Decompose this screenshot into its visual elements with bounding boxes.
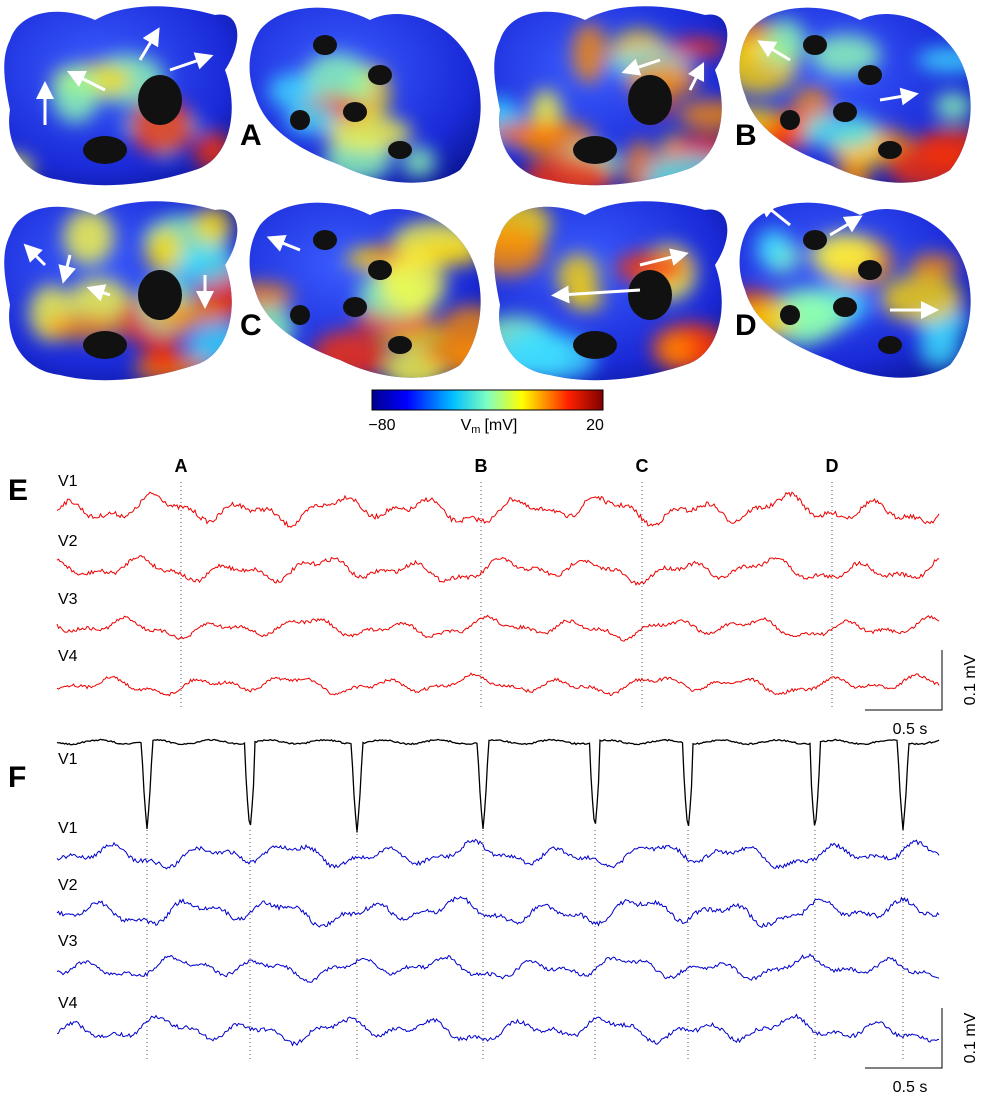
ecg-trace	[57, 615, 939, 641]
vessel-opening	[573, 331, 617, 359]
scale-time: 0.5 s	[893, 721, 928, 738]
vessel-opening	[878, 336, 902, 354]
ecg-trace	[57, 673, 939, 696]
map-blob	[572, 23, 607, 83]
colorbar-min: −80	[368, 417, 395, 434]
panel-label: A	[240, 119, 262, 152]
vessel-opening	[313, 35, 337, 55]
vessel-opening	[628, 270, 672, 320]
colorbar-title: Vm[mV]	[461, 417, 518, 436]
ecg-trace	[57, 897, 939, 928]
map-blob	[379, 254, 446, 313]
vessel-opening	[803, 35, 827, 55]
vessel-opening	[803, 230, 827, 250]
vessel-opening	[388, 141, 412, 159]
vessel-opening	[833, 102, 857, 122]
lead-label: V1	[58, 820, 78, 837]
map-blob	[312, 330, 389, 379]
lead-label: V1	[58, 473, 78, 490]
lead-label: V1	[58, 751, 78, 768]
heart-pair: C	[4, 201, 510, 390]
vessel-opening	[780, 305, 800, 325]
vessel-opening	[368, 65, 392, 85]
heart-pair: A	[0, 6, 481, 185]
lead-label: V2	[58, 877, 78, 894]
ecg-trace	[57, 839, 939, 869]
map-blob	[501, 325, 571, 378]
map-blob	[836, 161, 871, 198]
map-blob	[438, 306, 504, 358]
map-blob	[145, 229, 182, 274]
map-blob	[881, 275, 963, 322]
scale-amplitude: 0.1 mV	[962, 1012, 979, 1063]
map-blob	[910, 254, 958, 279]
vessel-opening	[368, 260, 392, 280]
heart-pair: B	[478, 6, 981, 204]
heart-maps: A B C D	[0, 6, 981, 397]
panel-label: B	[735, 119, 757, 152]
map-blob	[194, 207, 232, 243]
ecg-trace	[57, 954, 939, 982]
lead-label: V2	[58, 533, 78, 550]
scale-amplitude: 0.1 mV	[962, 654, 979, 705]
panel-label: D	[735, 309, 757, 342]
vessel-opening	[290, 305, 310, 325]
vessel-opening	[343, 297, 367, 317]
figure: A B C D −80 Vm[mV] 20 E F A B C D V1 V2 V3 V4 0.1 m…	[0, 0, 981, 1097]
ecg-trace	[57, 556, 939, 585]
ecg-trace	[57, 1015, 939, 1046]
vessel-opening	[628, 75, 672, 125]
map-blob	[470, 226, 545, 276]
vessel-opening	[573, 136, 617, 164]
vessel-opening	[138, 75, 182, 125]
map-blob	[667, 38, 726, 58]
panel-label: E	[8, 474, 28, 507]
vessel-opening	[780, 110, 800, 130]
panel-label: F	[8, 761, 26, 794]
vessel-opening	[83, 136, 127, 164]
event-marker: A	[175, 456, 188, 476]
lead-label: V3	[58, 591, 78, 608]
traces: A B C D V1 V2 V3 V4 0.1 mV 0.5 s V1 V1 V2 V3 V4 0.1 mV 0…	[57, 456, 979, 1096]
ecg-trace	[57, 492, 939, 527]
vessel-opening	[313, 230, 337, 250]
vessel-opening	[83, 331, 127, 359]
map-blob	[757, 229, 790, 268]
map-blob	[646, 154, 733, 205]
lead-label: V4	[58, 995, 78, 1012]
vessel-opening	[878, 141, 902, 159]
scale-time: 0.5 s	[893, 1079, 928, 1096]
map-blob	[142, 345, 182, 373]
map-blob	[935, 92, 972, 120]
vessel-opening	[858, 65, 882, 85]
event-marker: D	[826, 456, 839, 476]
colorbar-max: 20	[586, 417, 604, 434]
reference-trace	[57, 739, 939, 832]
map-blob	[659, 335, 692, 364]
event-marker: C	[636, 456, 649, 476]
panel-label: C	[240, 309, 262, 342]
map-blob	[230, 283, 294, 309]
vessel-opening	[858, 260, 882, 280]
event-marker: B	[475, 456, 488, 476]
vessel-opening	[290, 110, 310, 130]
colorbar-gradient	[372, 390, 603, 410]
colorbar: −80 Vm[mV] 20	[368, 390, 604, 436]
map-blob	[194, 131, 231, 172]
vessel-opening	[138, 270, 182, 320]
lead-label: V4	[58, 648, 78, 665]
vessel-opening	[343, 102, 367, 122]
vessel-opening	[833, 297, 857, 317]
vessel-opening	[388, 336, 412, 354]
heart-pair: D	[470, 198, 971, 397]
lead-label: V3	[58, 933, 78, 950]
